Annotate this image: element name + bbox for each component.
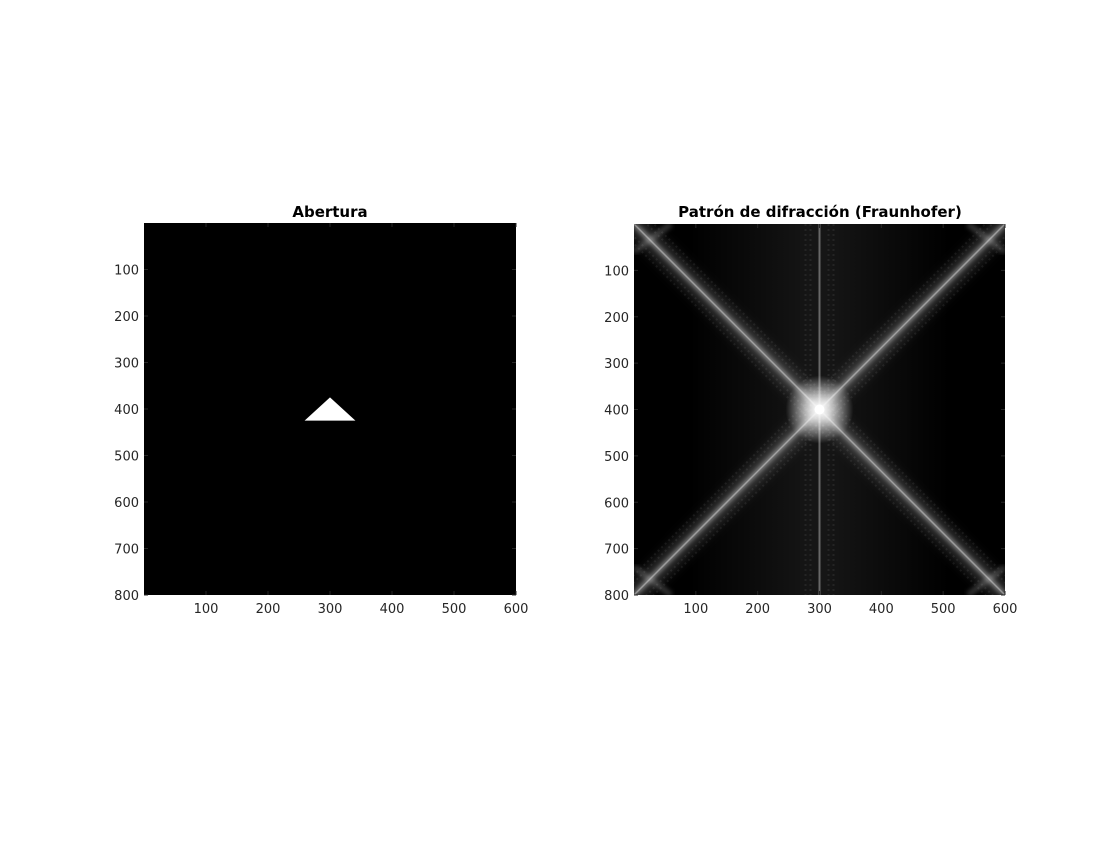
aperture-x-tick-label: 200 — [256, 602, 281, 617]
aperture-title: Abertura — [292, 203, 367, 221]
aperture-y-tick-label: 500 — [114, 450, 139, 465]
diffraction-x-tick-label: 600 — [993, 602, 1018, 617]
diffraction-y-tick-label: 100 — [604, 264, 629, 279]
aperture-x-tick-label: 300 — [318, 602, 343, 617]
diffraction-x-tick-label: 300 — [807, 602, 832, 617]
diffraction-x-tick-label: 400 — [869, 602, 894, 617]
aperture-y-tick-label: 400 — [114, 403, 139, 418]
aperture-y-tick-label: 700 — [114, 543, 139, 558]
aperture-x-tick-label: 600 — [504, 602, 529, 617]
aperture-y-tick-label: 200 — [114, 310, 139, 325]
aperture-x-tick-label: 100 — [194, 602, 219, 617]
diffraction-y-tick-label: 300 — [604, 357, 629, 372]
diffraction-y-tick-label: 700 — [604, 543, 629, 558]
diffraction-y-tick-label: 200 — [604, 311, 629, 326]
aperture-x-tick-label: 400 — [380, 602, 405, 617]
diffraction-y-tick-label: 500 — [604, 450, 629, 465]
diffraction-x-tick-label: 200 — [745, 602, 770, 617]
aperture-y-tick-label: 600 — [114, 496, 139, 511]
diffraction-x-tick-label: 100 — [683, 602, 708, 617]
diffraction-x-tick-label: 500 — [931, 602, 956, 617]
diffraction-y-tick-label: 600 — [604, 496, 629, 511]
aperture-y-tick-label: 100 — [114, 264, 139, 279]
diffraction-y-tick-label: 400 — [604, 404, 629, 419]
diffraction-y-tick-label: 800 — [604, 589, 629, 604]
axes-diffraction: Patrón de difracción (Fraunhofer) 100 200… — [604, 203, 1017, 617]
axes-aperture: Abertura 100 200 300 400 500 600 100 200 300 400 5… — [114, 203, 528, 617]
aperture-y-tick-label: 800 — [114, 589, 139, 604]
central-peak — [815, 405, 825, 415]
aperture-y-tick-label: 300 — [114, 357, 139, 372]
aperture-x-tick-label: 500 — [442, 602, 467, 617]
diffraction-title: Patrón de difracción (Fraunhofer) — [678, 203, 962, 221]
